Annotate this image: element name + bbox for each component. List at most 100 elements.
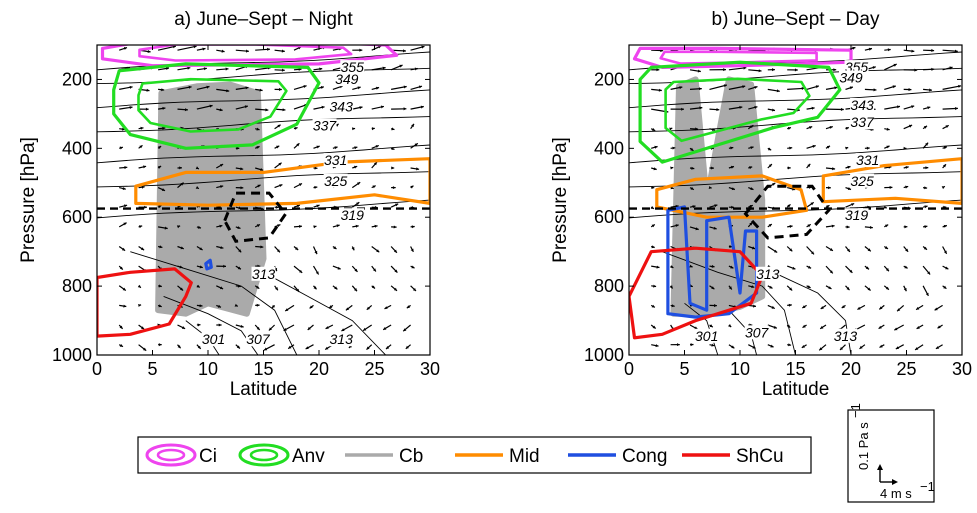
- wind-vector-head: [147, 50, 151, 53]
- wind-vector-head: [122, 287, 126, 291]
- wind-vector-head: [240, 324, 244, 328]
- wind-vector-head: [908, 88, 912, 92]
- wind-vector-head: [739, 105, 743, 109]
- wind-vector-head: [826, 145, 830, 149]
- wind-vector-head: [382, 66, 386, 70]
- wind-vector-head: [237, 284, 241, 288]
- wind-vector-head: [264, 347, 268, 351]
- wind-vector-head: [885, 286, 889, 290]
- wind-vector-head: [753, 304, 756, 308]
- wind-vector-head: [119, 266, 123, 270]
- wind-vector-head: [923, 246, 927, 250]
- wind-vector-head: [352, 127, 356, 131]
- wind-vector-head: [260, 207, 264, 211]
- theta-label: 313: [252, 266, 276, 282]
- wind-vector-head: [690, 147, 694, 151]
- wind-vector-head: [770, 344, 774, 348]
- wind-vector-head: [689, 264, 693, 268]
- wind-vector-head: [391, 147, 395, 150]
- wind-vector-head: [193, 45, 197, 49]
- wind-vector-head: [832, 167, 836, 171]
- wind-vector-head: [671, 304, 675, 308]
- theta-label-bg: [329, 99, 354, 114]
- wind-vector-head: [411, 123, 414, 128]
- wind-vector-head: [392, 186, 396, 190]
- wind-vector-head: [943, 164, 946, 168]
- wind-vector: [728, 67, 747, 71]
- wind-vector-head: [256, 224, 260, 228]
- wind-vector-head: [384, 306, 388, 309]
- legend: Ci Anv Cb Mid Cong ShCu: [137, 436, 812, 474]
- wind-vector-head: [883, 205, 887, 209]
- wind-vector-head: [278, 162, 282, 166]
- x-axis-label: Latitude: [762, 379, 830, 400]
- y-tick-label: 400: [594, 138, 624, 158]
- wind-vector-head: [139, 225, 143, 229]
- wind-vector-head: [690, 186, 694, 190]
- wind-vector: [728, 85, 746, 90]
- wind-vector-head: [941, 186, 945, 190]
- wind-vector-head: [146, 88, 150, 92]
- wind-vector-head: [157, 166, 162, 169]
- x-tick-label: 30: [952, 359, 972, 379]
- wind-vector-head: [849, 269, 853, 273]
- wind-vector-head: [180, 182, 184, 186]
- wind-vector-head: [355, 224, 359, 228]
- wind-vector-head: [794, 68, 798, 72]
- wind-vector-head: [195, 186, 199, 189]
- wind-vector-head: [283, 327, 287, 331]
- theta-label-bg: [201, 332, 226, 347]
- wind-vector-head: [246, 49, 249, 53]
- wind-vector-head: [927, 271, 931, 275]
- wind-vector-head: [807, 285, 811, 288]
- wind-vector-head: [728, 286, 732, 290]
- wind-vector-head: [399, 64, 403, 68]
- wind-vector-head: [374, 224, 378, 228]
- wind-vector-head: [754, 105, 758, 109]
- wind-vector-head: [313, 225, 317, 229]
- x-tick-label: 10: [198, 359, 218, 379]
- wind-vector-head: [651, 245, 655, 249]
- legend-swatch-anv: [238, 443, 290, 467]
- theta-label: 319: [341, 207, 365, 223]
- wind-vector-head: [199, 304, 203, 308]
- wind-vector-head: [140, 247, 145, 251]
- wind-vector-head: [238, 249, 242, 253]
- legend-label-mid: Mid: [509, 446, 540, 467]
- wind-vector-head: [281, 49, 285, 53]
- wind-vector-head: [158, 205, 162, 209]
- wind-vector-head: [188, 85, 192, 89]
- wind-vector-head: [652, 325, 656, 329]
- wind-vector-head: [177, 345, 181, 349]
- ci-contour-inner: [659, 50, 818, 65]
- wind-vector-head: [221, 49, 225, 53]
- wind-vector-head: [277, 124, 281, 128]
- wind-vector-head: [296, 288, 300, 292]
- wind-vector-head: [176, 225, 181, 229]
- x-tick-label: 5: [147, 359, 157, 379]
- wind-vector-head: [354, 268, 358, 272]
- wind-vector-head: [166, 67, 169, 70]
- theta-isoline: [629, 144, 962, 164]
- wind-vector-head: [904, 225, 908, 229]
- wind-vector-head: [808, 265, 812, 269]
- theta-label: 337: [313, 118, 338, 134]
- theta-label-bg: [755, 266, 780, 281]
- wind-vector-head: [145, 107, 149, 111]
- wind-vector: [709, 84, 728, 90]
- wind-vector-head: [943, 146, 947, 150]
- ci-contour-inner: [138, 45, 353, 62]
- theta-label-bg: [323, 173, 348, 188]
- wind-vector-head: [869, 225, 873, 229]
- theta-label: 331: [856, 152, 879, 168]
- wind-vector-head: [695, 127, 699, 131]
- wind-vector-head: [829, 270, 833, 274]
- wind-vector-head: [217, 304, 221, 308]
- wind-vector-head: [752, 246, 756, 250]
- wind-vector-head: [845, 127, 849, 130]
- theta-isoline: [263, 271, 386, 355]
- wind-vector-head: [164, 226, 168, 230]
- wind-vector-head: [206, 85, 210, 89]
- wind-vector-head: [714, 204, 718, 208]
- wind-vector-head: [859, 345, 863, 349]
